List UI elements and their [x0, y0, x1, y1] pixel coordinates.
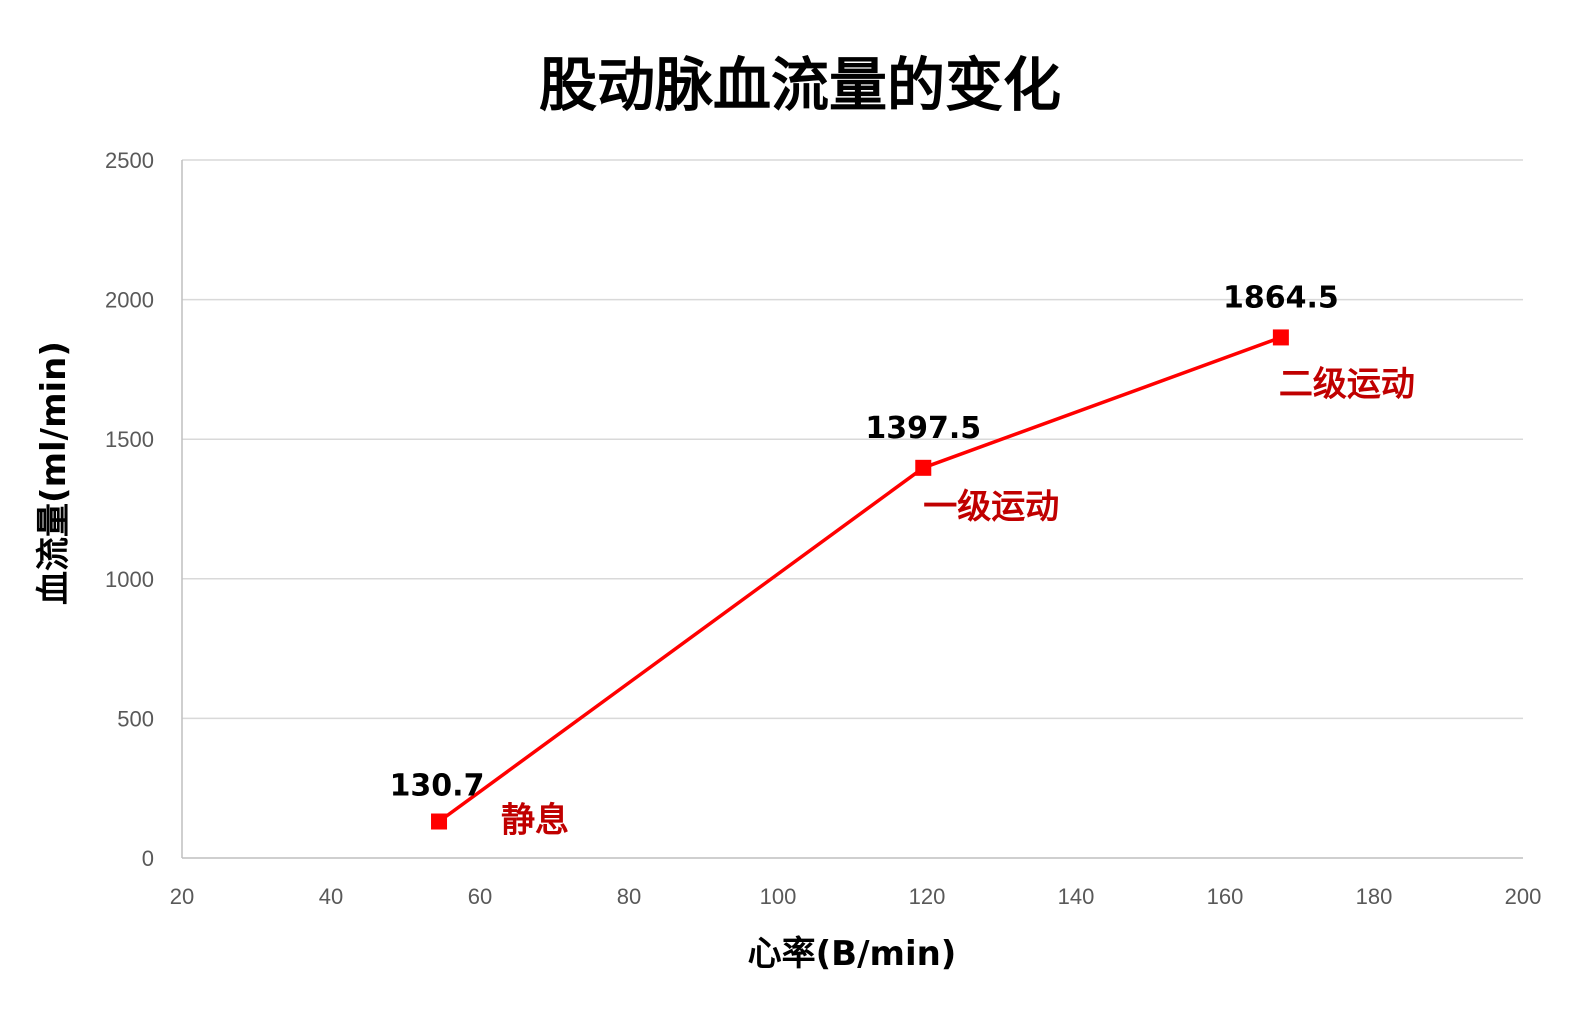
axis-layer	[181, 160, 1523, 859]
data-point-marker	[1272, 329, 1289, 346]
annotation-label: 一级运动	[923, 487, 1059, 527]
data-label: 1397.5	[865, 411, 981, 446]
x-tick-label: 100	[760, 884, 797, 909]
x-tick-label: 80	[617, 884, 641, 909]
data-label: 130.7	[390, 769, 485, 804]
y-tick-label: 1000	[105, 567, 154, 592]
grid-layer	[182, 159, 1523, 720]
x-tick-label: 200	[1505, 884, 1542, 909]
annotation-label: 静息	[501, 801, 569, 841]
x-tick-label: 40	[319, 884, 343, 909]
y-tick-label: 1500	[105, 427, 154, 452]
data-label: 1864.5	[1223, 280, 1339, 315]
x-tick-label: 180	[1356, 884, 1393, 909]
tick-layer: 0 500 1000 1500 2000 2500 20 40 60 80 100 120 140 160…	[105, 148, 1541, 909]
x-tick-label: 120	[909, 884, 946, 909]
label-layer: 130.7 1397.5 1864.5 静息 一级运动 二级运动	[390, 280, 1415, 840]
x-axis-title: 心率(B/min)	[748, 934, 957, 974]
chart-title: 股动脉血流量的变化	[539, 51, 1061, 119]
data-point-marker	[431, 813, 448, 830]
y-tick-label: 0	[142, 846, 154, 871]
x-tick-label: 140	[1058, 884, 1095, 909]
x-tick-label: 160	[1207, 884, 1244, 909]
y-tick-label: 2000	[105, 288, 154, 313]
y-axis-title: 血流量(ml/min)	[34, 341, 74, 605]
annotation-label: 二级运动	[1279, 364, 1415, 404]
data-point-marker	[915, 459, 932, 476]
x-tick-label: 60	[468, 884, 492, 909]
series-layer	[431, 329, 1289, 830]
x-tick-label: 20	[170, 884, 194, 909]
y-tick-label: 500	[117, 706, 154, 731]
y-tick-label: 2500	[105, 148, 154, 173]
